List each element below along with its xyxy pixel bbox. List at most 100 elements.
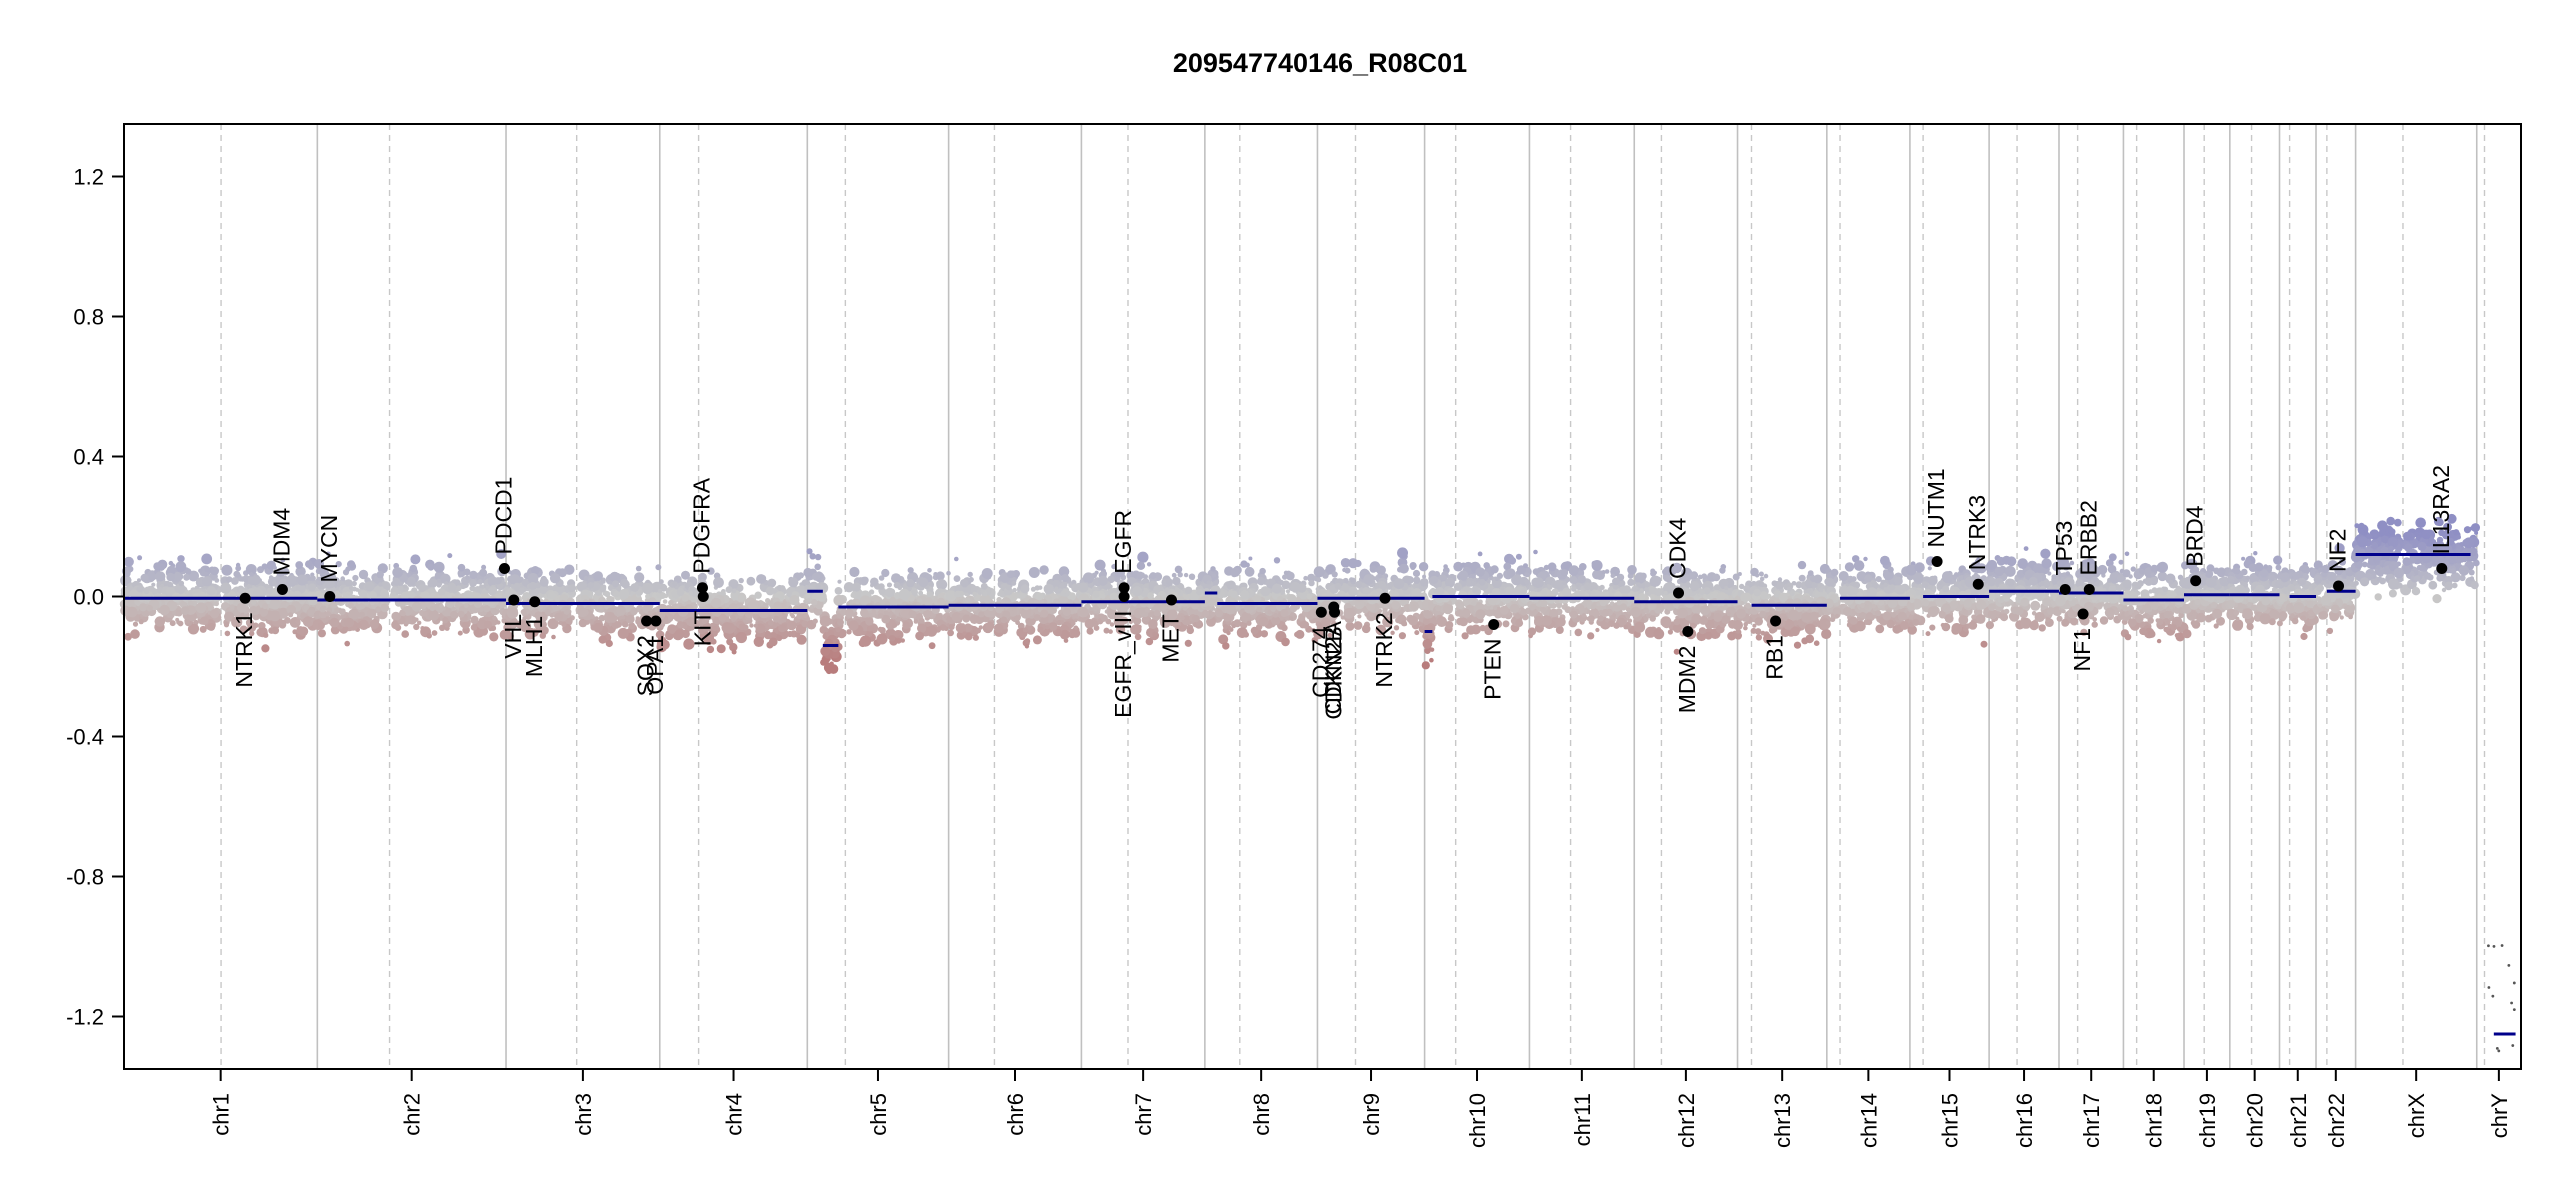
probe-point	[753, 623, 758, 628]
probe-point	[1638, 592, 1646, 601]
probe-point	[1515, 553, 1522, 560]
probe-point	[140, 573, 149, 583]
probe-point	[1362, 587, 1370, 595]
probe-point	[489, 632, 499, 642]
probe-point	[367, 608, 377, 619]
probe-point	[746, 576, 756, 586]
probe-point	[1508, 556, 1517, 565]
probe-point	[1461, 632, 1469, 640]
probe-point	[256, 613, 262, 619]
probe-point	[738, 623, 745, 631]
probe-point	[1223, 613, 1232, 622]
probe-point	[380, 589, 389, 599]
probe-point	[523, 592, 529, 599]
probe-point	[272, 565, 277, 570]
probe-point	[151, 588, 158, 595]
probe-point	[1259, 567, 1266, 575]
probe-point	[247, 622, 257, 632]
probe-point	[1281, 624, 1288, 632]
probe-point	[1445, 577, 1455, 588]
probe-point	[295, 566, 306, 577]
probe-point	[957, 590, 965, 598]
probe-point	[918, 577, 929, 588]
probe-point	[177, 555, 185, 563]
probe-point	[1578, 589, 1586, 597]
probe-point	[1236, 627, 1248, 638]
probe-point	[1712, 573, 1721, 582]
probe-point	[1529, 603, 1536, 611]
probe-point	[947, 629, 954, 637]
probe-point	[1564, 606, 1572, 614]
probe-point	[300, 612, 307, 619]
probe-point	[408, 591, 416, 599]
probe-point	[1397, 547, 1408, 559]
probe-point	[617, 627, 629, 639]
probe-point	[866, 625, 874, 632]
probe-point	[288, 590, 295, 597]
probe-point	[447, 553, 453, 559]
probe-point	[329, 617, 340, 628]
probe-point	[1055, 629, 1063, 636]
probe-point	[1595, 627, 1600, 633]
probe-point	[1098, 575, 1108, 586]
probe-point	[806, 548, 813, 555]
probe-point	[1445, 621, 1454, 629]
probe-point	[1174, 565, 1183, 574]
probe-point	[628, 622, 636, 630]
probe-point	[233, 570, 241, 578]
probe-point	[962, 614, 971, 623]
probe-point	[805, 593, 811, 599]
probe-point	[886, 582, 892, 588]
probe-point	[1587, 632, 1595, 640]
probe-point	[176, 620, 181, 625]
probe-point	[269, 598, 281, 610]
probe-point	[187, 590, 193, 596]
probe-point	[753, 636, 764, 647]
probe-point	[410, 554, 421, 565]
probe-point	[340, 576, 346, 581]
probe-point	[1533, 577, 1544, 588]
probe-point	[317, 622, 325, 630]
probe-point	[1289, 616, 1293, 621]
probe-point	[378, 582, 383, 587]
probe-point	[1306, 593, 1313, 600]
probe-point	[634, 572, 645, 583]
probe-point	[439, 603, 444, 608]
probe-point	[1680, 620, 1687, 626]
probe-point	[593, 571, 603, 581]
probe-point	[279, 602, 288, 610]
probe-point	[132, 621, 139, 627]
probe-point	[598, 614, 606, 622]
probe-point	[1442, 604, 1453, 615]
probe-point	[962, 631, 967, 636]
probe-point	[1562, 580, 1567, 585]
probe-point	[436, 578, 442, 584]
probe-point	[604, 591, 610, 597]
probe-point	[1037, 626, 1044, 633]
probe-point	[1343, 608, 1355, 619]
probe-point	[1280, 608, 1289, 618]
probe-point	[1421, 661, 1430, 670]
probe-point	[359, 590, 368, 598]
probe-point	[1649, 615, 1656, 622]
probe-point	[1653, 628, 1665, 640]
probe-point	[266, 587, 273, 595]
probe-point	[479, 568, 488, 577]
probe-point	[1608, 620, 1615, 627]
probe-point	[376, 570, 384, 579]
probe-point	[568, 584, 577, 592]
probe-point	[563, 609, 570, 615]
probe-point	[1610, 573, 1616, 578]
probe-point	[1092, 606, 1098, 612]
probe-point	[303, 604, 310, 611]
probe-point	[220, 582, 232, 594]
probe-point	[622, 621, 629, 628]
probe-point	[1100, 594, 1106, 599]
probe-point	[837, 579, 842, 584]
probe-point	[463, 590, 474, 600]
probe-point	[124, 632, 132, 641]
probe-point	[1429, 657, 1434, 663]
probe-point	[891, 614, 896, 620]
probe-point	[948, 624, 955, 631]
probe-point	[1120, 602, 1130, 612]
